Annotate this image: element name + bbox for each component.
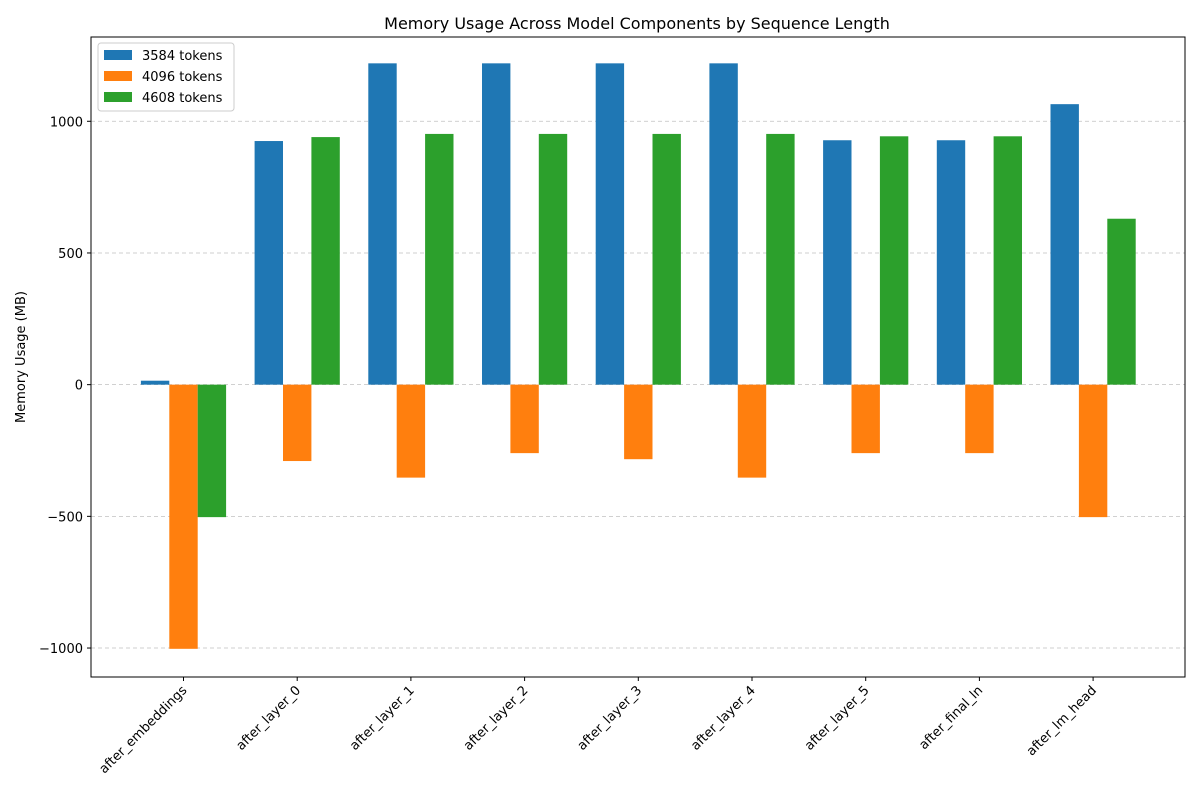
legend-label: 4096 tokens [142,70,223,85]
legend-swatch [104,50,132,60]
y-tick-label: −1000 [39,642,83,657]
legend-label: 3584 tokens [142,49,223,64]
bar-4608-tokens-after_layer_4 [766,133,795,385]
bar-4608-tokens-after_lm_head [1107,218,1136,385]
legend-swatch [104,92,132,102]
legend: 3584 tokens 4096 tokens 4608 tokens [97,42,235,112]
x-tick-label: after_layer_1 [347,683,417,753]
bar-4096-tokens-after_layer_2 [510,384,539,454]
bar-4608-tokens-after_final_ln [993,136,1022,385]
bar-4096-tokens-after_final_ln [965,384,994,454]
bar-3584-tokens-after_layer_0 [254,141,283,385]
bar-3584-tokens-after_layer_5 [823,140,852,385]
bar-3584-tokens-after_layer_3 [595,63,625,385]
bars [140,63,1136,649]
x-tick-label: after_lm_head [1024,683,1100,759]
x-tick-label: after_embeddings [97,683,191,777]
legend-label: 4608 tokens [142,91,223,106]
x-tick-label: after_layer_4 [688,683,758,753]
bar-3584-tokens-after_layer_4 [709,63,738,385]
bar-3584-tokens-after_embeddings [140,380,170,385]
bar-4096-tokens-after_layer_1 [396,384,426,478]
bar-4608-tokens-after_layer_2 [538,133,568,385]
y-axis-label: Memory Usage (MB) [14,291,29,423]
bar-4096-tokens-after_layer_3 [624,384,653,460]
legend-swatch [104,71,132,81]
bar-4096-tokens-after_lm_head [1078,384,1108,518]
x-tick-label: after_layer_0 [234,683,304,753]
bar-3584-tokens-after_layer_2 [482,63,511,385]
bar-4608-tokens-after_embeddings [197,384,227,518]
x-tick-label: after_layer_2 [461,683,531,753]
x-ticks: after_embeddings after_layer_0 after_layer… [97,677,1100,777]
y-tick-label: 1000 [50,115,83,130]
bar-4608-tokens-after_layer_1 [425,133,454,385]
x-tick-label: after_final_ln [916,683,986,753]
bar-3584-tokens-after_lm_head [1050,104,1079,385]
x-tick-label: after_layer_5 [802,683,872,753]
y-tick-label: 500 [58,247,83,262]
bar-4096-tokens-after_embeddings [169,384,198,649]
bar-4096-tokens-after_layer_0 [283,384,312,462]
bar-4096-tokens-after_layer_5 [851,384,880,454]
bar-4608-tokens-after_layer_3 [652,133,681,385]
y-ticks: −1000 −500 0 500 1000 [39,115,91,657]
chart-title: Memory Usage Across Model Components by … [384,14,890,33]
bar-4608-tokens-after_layer_5 [879,136,909,385]
bar-3584-tokens-after_layer_1 [368,63,397,385]
x-tick-label: after_layer_3 [575,683,645,753]
plot-frame [90,36,1186,678]
bar-3584-tokens-after_final_ln [936,140,966,385]
y-tick-label: −500 [47,510,83,525]
y-tick-label: 0 [75,379,83,394]
bar-4608-tokens-after_layer_0 [311,137,340,385]
bar-4096-tokens-after_layer_4 [737,384,767,478]
